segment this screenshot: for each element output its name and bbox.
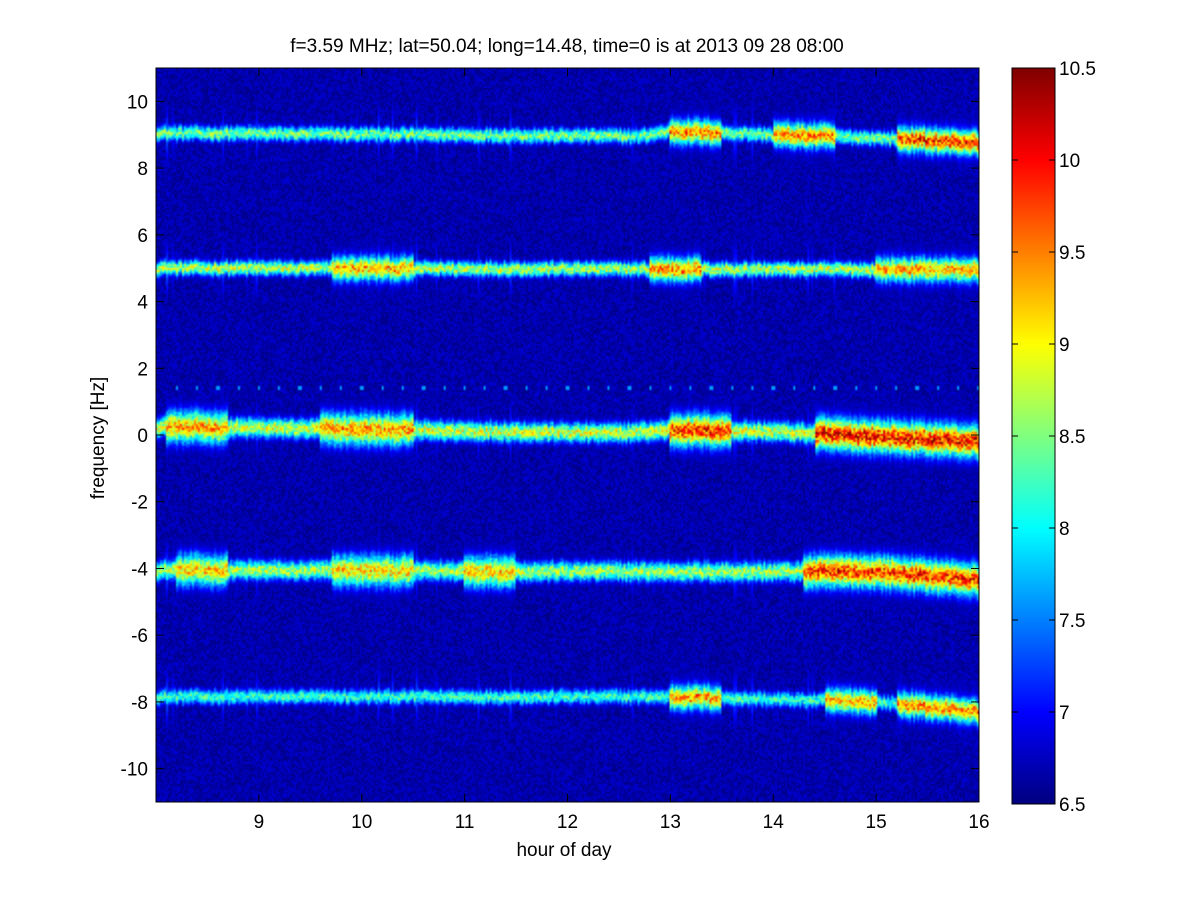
y-axis-label: frequency [Hz] <box>88 377 109 500</box>
colorbar-tick-label: 10 <box>1059 151 1080 172</box>
colorbar-tick-label: 8.5 <box>1059 427 1085 448</box>
colorbar: 6.5 7 7.5 8 8.5 9 9.5 10 10.5 <box>1011 59 1096 816</box>
y-tick-label: 6 <box>137 226 148 247</box>
plot-area <box>155 67 980 803</box>
y-tick-label: 0 <box>137 426 148 447</box>
x-tick-label: 13 <box>660 812 681 833</box>
colorbar-tick-label: 8 <box>1059 519 1070 540</box>
colorbar-tick-label: 9.5 <box>1059 243 1085 264</box>
spectrogram-image <box>156 68 979 802</box>
colorbar-tick-label: 9 <box>1059 335 1070 356</box>
x-tick-label: 9 <box>254 812 265 833</box>
chart-title: f=3.59 MHz; lat=50.04; long=14.48, time=… <box>290 36 844 57</box>
colorbar-tick-label: 6.5 <box>1059 795 1085 816</box>
plot-frame <box>155 67 980 803</box>
colorbar-gradient <box>1012 68 1055 804</box>
y-tick-label: 4 <box>137 293 148 314</box>
y-tick-label: -8 <box>131 693 148 714</box>
colorbar-tick-labels: 6.5 7 7.5 8 8.5 9 9.5 10 10.5 <box>1059 59 1096 816</box>
y-tick-label: 10 <box>127 92 148 113</box>
y-tick-label: 2 <box>137 359 148 380</box>
y-tick-labels: -10 -8 -6 -4 -2 0 2 4 6 8 10 <box>121 92 149 780</box>
colorbar-frame <box>1011 67 1056 805</box>
x-tick-label: 14 <box>763 812 785 833</box>
colorbar-tick-label: 7.5 <box>1059 611 1085 632</box>
x-tick-label: 15 <box>866 812 887 833</box>
y-tick-label: -2 <box>131 493 148 514</box>
x-tick-label: 10 <box>351 812 372 833</box>
x-axis-label: hour of day <box>516 840 612 861</box>
x-tick-label: 12 <box>557 812 578 833</box>
x-tick-label: 11 <box>455 812 475 833</box>
colorbar-tick-label: 7 <box>1059 703 1070 724</box>
x-tick-labels: 9 10 11 12 13 14 15 16 <box>254 812 990 833</box>
y-tick-label: -10 <box>121 760 148 781</box>
y-tick-label: -4 <box>131 559 148 580</box>
colorbar-tick-label: 10.5 <box>1059 59 1096 80</box>
y-tick-label: 8 <box>137 159 148 180</box>
x-tick-label: 16 <box>968 812 989 833</box>
y-tick-label: -6 <box>131 626 148 647</box>
